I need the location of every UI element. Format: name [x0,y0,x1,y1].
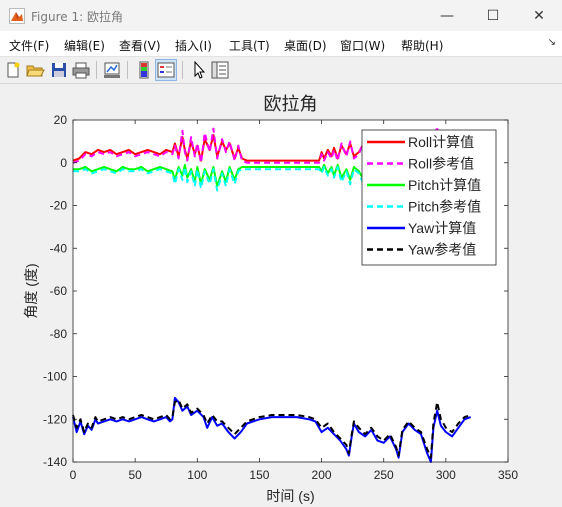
title-bar: Figure 1: 欧拉角 — ☐ ✕ [0,0,562,31]
legend-entry-2: Pitch计算值 [408,177,481,193]
legend-entry-4: Yaw计算值 [408,220,476,236]
menu-bar: 文件(F) 编辑(E) 查看(V) 插入(I) 工具(T) 桌面(D) 窗口(W… [0,31,562,57]
euler-angle-chart[interactable]: 0 50 100 150 200 250 300 350200-20-40-60-80-100… [0,84,562,507]
series-line-4 [72,396,472,463]
toolbar [0,57,562,84]
x-tick-label: 150 [249,468,269,482]
x-axis-label: 时间 (s) [266,488,314,504]
y-tick-label: -120 [43,412,67,426]
figure-area: 0 50 100 150 200 250 300 350 20 0 -20 -40 -60 -80 -100… [0,84,562,507]
x-tick-label: 200 [312,468,332,482]
new-figure-icon[interactable] [3,60,23,80]
x-tick-label: 100 [187,468,207,482]
close-icon: ✕ [533,7,545,24]
toolbar-separator [127,61,128,79]
y-tick-label: -60 [50,284,68,298]
y-tick-label: -40 [50,241,68,255]
x-tick-label: 300 [436,468,456,482]
menubar-overflow-icon[interactable]: ↘ [547,37,556,48]
matlab-icon [9,8,25,24]
legend-entry-5: Yaw参考值 [408,242,476,258]
minimize-button[interactable]: — [424,0,470,31]
y-tick-label: 0 [60,156,67,170]
colorbar-icon[interactable] [134,60,154,80]
toolbar-separator [96,61,97,79]
close-button[interactable]: ✕ [516,0,562,31]
print-icon[interactable] [71,60,91,80]
menu-view[interactable]: 查看(V) [119,39,161,53]
y-tick-label: -100 [43,370,67,384]
legend-entry-3: Pitch参考值 [408,199,481,215]
open-file-icon[interactable] [25,60,45,80]
menu-edit[interactable]: 编辑(E) [64,39,105,53]
menu-tools[interactable]: 工具(T) [229,39,270,53]
window-title: Figure 1: 欧拉角 [31,10,123,24]
y-tick-label: -80 [50,327,68,341]
x-tick-label: 50 [128,468,142,482]
property-editor-icon[interactable] [210,60,230,80]
menu-file[interactable]: 文件(F) [9,39,50,53]
y-axis-label: 角度 (度) [23,263,39,318]
maximize-button[interactable]: ☐ [470,0,516,31]
y-tick-label: -20 [50,199,68,213]
toolbar-separator [182,61,183,79]
menu-insert[interactable]: 插入(I) [175,39,212,53]
save-icon[interactable] [49,60,69,80]
x-tick-label: 0 [70,468,77,482]
menu-desktop[interactable]: 桌面(D) [284,39,327,53]
y-tick-label: -140 [43,455,67,469]
y-tick-label: 20 [54,113,68,127]
legend: Roll计算值 Roll参考值 Pitch计算值 Pitch参考值 Yaw计算值 Yaw参… [361,129,497,266]
legend-entry-0: Roll计算值 [408,134,474,150]
series-line-5 [72,399,472,459]
legend-box [361,129,497,266]
minimize-icon: — [440,7,454,24]
link-plot-icon[interactable] [102,60,122,80]
legend-entry-1: Roll参考值 [408,156,474,172]
chart-title: 欧拉角 [264,94,318,114]
pointer-icon[interactable] [189,60,209,80]
x-tick-label: 350 [498,468,518,482]
menu-window[interactable]: 窗口(W) [340,39,386,53]
legend-icon[interactable] [155,59,177,81]
menu-help[interactable]: 帮助(H) [401,39,444,53]
maximize-icon: ☐ [486,7,500,24]
x-tick-label: 250 [374,468,394,482]
